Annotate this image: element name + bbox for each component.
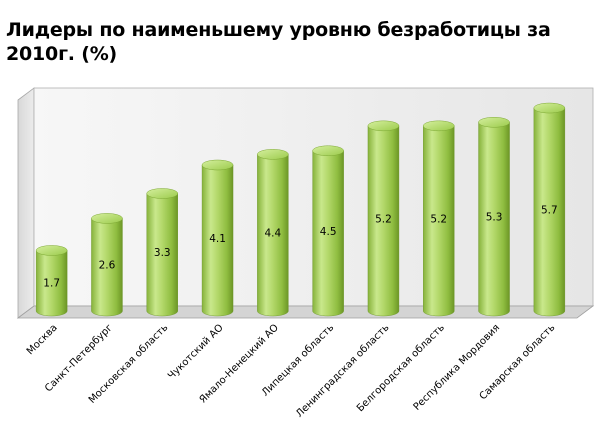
- chart-title: Лидеры по наименьшему уровню безработицы…: [6, 19, 551, 65]
- bar-body: [478, 122, 510, 317]
- bar: [478, 117, 510, 317]
- bar-top: [478, 117, 510, 128]
- bar-body: [367, 125, 400, 317]
- category-label: Ленинградская область: [294, 322, 391, 419]
- data-label: 4.5: [320, 226, 337, 238]
- data-label: 2.6: [99, 260, 116, 272]
- data-label: 5.2: [430, 213, 447, 225]
- bar-top: [533, 102, 566, 114]
- bar-body: [91, 218, 123, 317]
- data-label: 5.2: [375, 213, 392, 225]
- category-label: Москва: [25, 322, 60, 357]
- data-label: 1.7: [43, 278, 60, 290]
- bar-body: [533, 107, 566, 317]
- bar-top: [423, 120, 455, 132]
- bar: [91, 213, 123, 317]
- bar: [257, 149, 289, 317]
- bar: [146, 188, 178, 317]
- data-labels-group: 1.7 2.6 3.3 4.1 4.4 4.5 5.2 5.2 5.3 5.7: [43, 205, 557, 290]
- bars-group: [35, 102, 566, 317]
- bar: [201, 159, 234, 317]
- bar-body: [35, 250, 68, 317]
- bar-body: [201, 164, 234, 317]
- bar: [533, 102, 566, 317]
- bar-body: [423, 125, 455, 317]
- data-label: 3.3: [154, 247, 171, 259]
- bar: [35, 245, 68, 317]
- bar-top: [91, 213, 123, 224]
- data-label: 5.7: [541, 205, 558, 217]
- bar-top: [367, 120, 400, 132]
- bar-top: [201, 159, 234, 171]
- bar-top: [146, 188, 178, 199]
- data-label: 4.1: [209, 233, 226, 245]
- bar-body: [146, 193, 178, 317]
- data-label: 5.3: [486, 212, 503, 224]
- bar-top: [312, 145, 344, 157]
- category-label: Чукотский АО: [166, 322, 226, 382]
- side-wall: [17, 87, 35, 319]
- bar: [423, 120, 455, 317]
- data-label: 4.4: [264, 228, 281, 240]
- bar: [312, 145, 344, 317]
- bar-body: [257, 154, 289, 317]
- bar-top: [35, 245, 68, 256]
- bar-body: [312, 150, 344, 317]
- bar-top: [257, 149, 289, 160]
- bar: [367, 120, 400, 317]
